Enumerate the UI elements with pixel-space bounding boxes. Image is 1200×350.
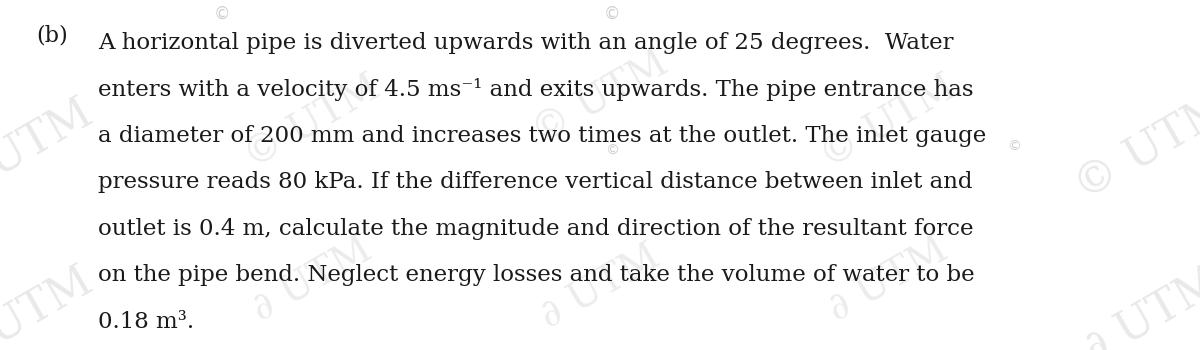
Text: © UTM: © UTM: [1067, 85, 1200, 209]
Text: a diameter of 200 mm and increases two times at the outlet. The inlet gauge: a diameter of 200 mm and increases two t…: [98, 125, 986, 147]
Text: A horizontal pipe is diverted upwards with an angle of 25 degrees.  Water: A horizontal pipe is diverted upwards wi…: [98, 32, 954, 54]
Text: ∂ UTM: ∂ UTM: [534, 238, 666, 336]
Text: ∂ UTM: ∂ UTM: [246, 231, 378, 329]
Text: pressure reads 80 kPa. If the difference vertical distance between inlet and: pressure reads 80 kPa. If the difference…: [98, 171, 973, 193]
Text: ©: ©: [604, 5, 620, 23]
Text: (b): (b): [36, 25, 67, 47]
Text: ©: ©: [1007, 140, 1021, 154]
Text: 0.18 m³.: 0.18 m³.: [98, 311, 194, 333]
Text: outlet is 0.4 m, calculate the magnitude and direction of the resultant force: outlet is 0.4 m, calculate the magnitude…: [98, 218, 974, 240]
Text: on the pipe bend. Neglect energy losses and take the volume of water to be: on the pipe bend. Neglect energy losses …: [98, 264, 976, 286]
Text: ∂ UTM: ∂ UTM: [0, 259, 100, 350]
Text: © UTM: © UTM: [814, 69, 962, 176]
Text: ∂ UTM: ∂ UTM: [0, 91, 100, 203]
Text: ∂ UTM: ∂ UTM: [822, 231, 954, 329]
Text: ∂ UTM: ∂ UTM: [1076, 259, 1200, 350]
Text: © UTM: © UTM: [238, 69, 386, 176]
Text: ©: ©: [214, 5, 230, 23]
Text: ©: ©: [605, 144, 619, 158]
Text: © UTM: © UTM: [526, 44, 674, 152]
Text: enters with a velocity of 4.5 ms⁻¹ and exits upwards. The pipe entrance has: enters with a velocity of 4.5 ms⁻¹ and e…: [98, 78, 974, 101]
